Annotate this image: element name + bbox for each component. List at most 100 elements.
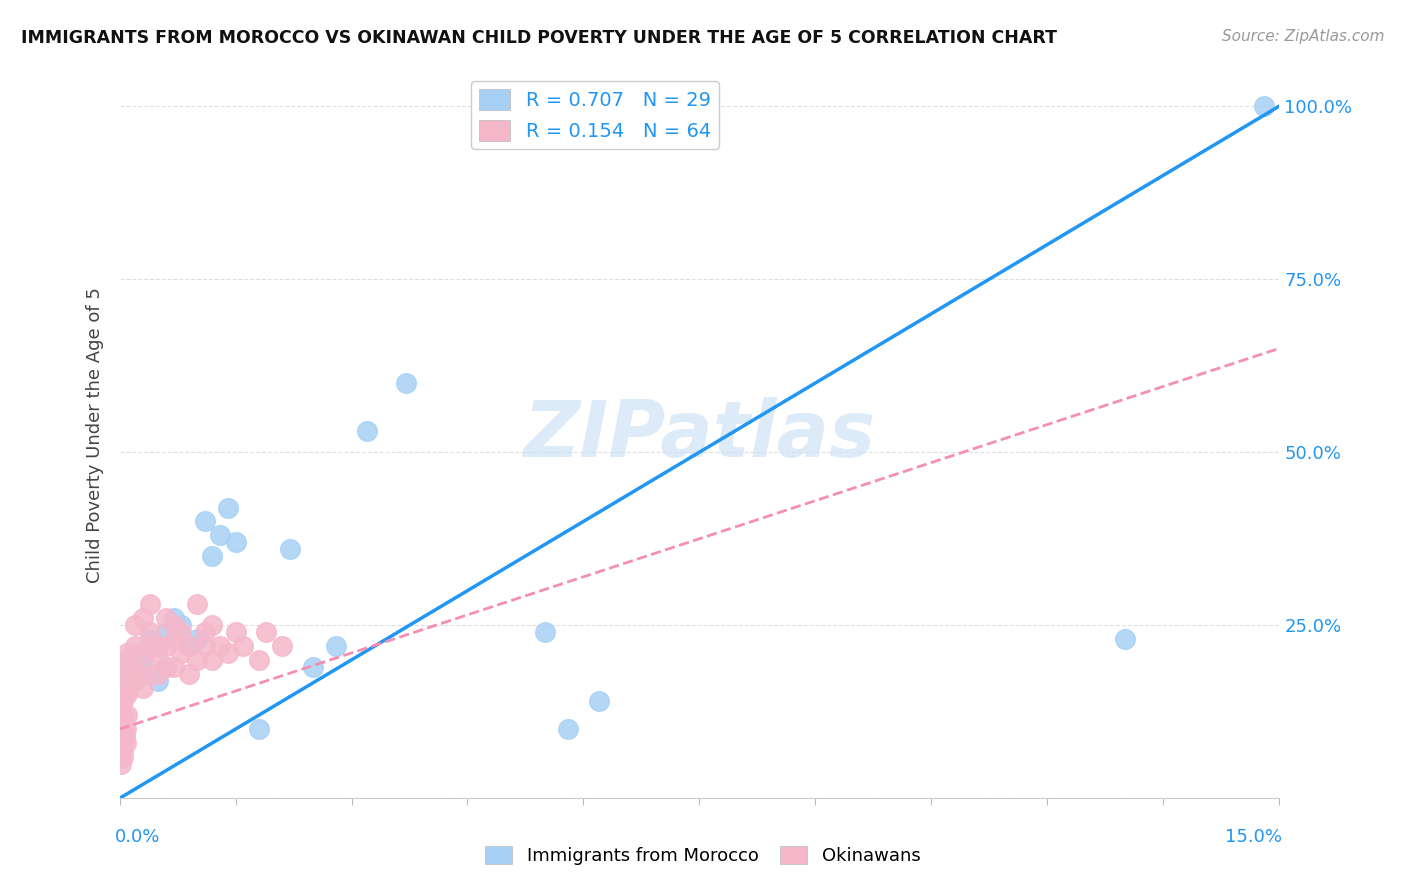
Point bbox=[110, 749, 132, 764]
Point bbox=[201, 653, 224, 667]
Point bbox=[148, 639, 170, 653]
Point bbox=[148, 673, 170, 688]
Point bbox=[139, 598, 162, 612]
Point bbox=[124, 660, 146, 674]
Point bbox=[110, 736, 132, 750]
Point bbox=[148, 666, 170, 681]
Point bbox=[155, 639, 177, 653]
Point bbox=[110, 722, 132, 736]
Point bbox=[132, 681, 155, 695]
Point bbox=[124, 673, 146, 688]
Point bbox=[110, 736, 132, 750]
Point bbox=[115, 736, 138, 750]
Point bbox=[148, 639, 170, 653]
Text: 0.0%: 0.0% bbox=[115, 828, 160, 846]
Point bbox=[117, 646, 138, 660]
Point bbox=[112, 708, 135, 723]
Point bbox=[247, 653, 270, 667]
Point bbox=[186, 653, 208, 667]
Text: IMMIGRANTS FROM MOROCCO VS OKINAWAN CHILD POVERTY UNDER THE AGE OF 5 CORRELATION: IMMIGRANTS FROM MOROCCO VS OKINAWAN CHIL… bbox=[21, 29, 1057, 46]
Text: ZIPatlas: ZIPatlas bbox=[523, 397, 876, 473]
Point bbox=[124, 646, 146, 660]
Point bbox=[110, 756, 132, 771]
Point bbox=[170, 618, 193, 632]
Point bbox=[111, 743, 134, 757]
Point bbox=[209, 528, 232, 542]
Point bbox=[557, 722, 579, 736]
Point bbox=[114, 722, 136, 736]
Point bbox=[201, 549, 224, 563]
Point bbox=[132, 666, 155, 681]
Point bbox=[117, 660, 138, 674]
Point bbox=[209, 639, 232, 653]
Point bbox=[247, 722, 270, 736]
Point bbox=[163, 660, 186, 674]
Point bbox=[139, 632, 162, 646]
Point bbox=[155, 611, 177, 625]
Point bbox=[302, 660, 325, 674]
Point bbox=[114, 688, 136, 702]
Point bbox=[179, 666, 201, 681]
Point bbox=[534, 625, 557, 640]
Point bbox=[114, 681, 136, 695]
Point bbox=[155, 660, 177, 674]
Point bbox=[217, 646, 239, 660]
Point bbox=[217, 500, 239, 515]
Point bbox=[111, 729, 134, 743]
Point bbox=[110, 708, 132, 723]
Point bbox=[201, 618, 224, 632]
Point bbox=[394, 376, 418, 390]
Point bbox=[155, 625, 177, 640]
Point bbox=[270, 639, 294, 653]
Point bbox=[112, 666, 135, 681]
Point bbox=[163, 632, 186, 646]
Legend: Immigrants from Morocco, Okinawans: Immigrants from Morocco, Okinawans bbox=[478, 839, 928, 872]
Point bbox=[1114, 632, 1136, 646]
Text: 15.0%: 15.0% bbox=[1225, 828, 1282, 846]
Point bbox=[186, 598, 208, 612]
Point bbox=[111, 722, 134, 736]
Point bbox=[186, 632, 208, 646]
Point bbox=[356, 425, 378, 439]
Point bbox=[225, 535, 247, 549]
Point bbox=[117, 708, 138, 723]
Legend: R = 0.707   N = 29, R = 0.154   N = 64: R = 0.707 N = 29, R = 0.154 N = 64 bbox=[471, 81, 718, 149]
Point bbox=[148, 653, 170, 667]
Point bbox=[278, 542, 301, 557]
Point bbox=[256, 625, 278, 640]
Point bbox=[194, 639, 217, 653]
Point bbox=[325, 639, 347, 653]
Point bbox=[588, 694, 610, 708]
Point bbox=[114, 729, 136, 743]
Text: Source: ZipAtlas.com: Source: ZipAtlas.com bbox=[1222, 29, 1385, 44]
Point bbox=[179, 639, 201, 653]
Point bbox=[132, 611, 155, 625]
Point bbox=[132, 666, 155, 681]
Point bbox=[124, 618, 146, 632]
Point bbox=[111, 736, 134, 750]
Point bbox=[170, 625, 193, 640]
Point bbox=[112, 694, 135, 708]
Y-axis label: Child Poverty Under the Age of 5: Child Poverty Under the Age of 5 bbox=[86, 287, 104, 582]
Point bbox=[225, 625, 247, 640]
Point bbox=[194, 515, 217, 529]
Point bbox=[111, 694, 134, 708]
Point bbox=[132, 653, 155, 667]
Point bbox=[112, 722, 135, 736]
Point bbox=[111, 749, 134, 764]
Point bbox=[179, 639, 201, 653]
Point bbox=[155, 660, 177, 674]
Point bbox=[163, 611, 186, 625]
Point bbox=[139, 639, 162, 653]
Point bbox=[163, 618, 186, 632]
Point bbox=[194, 625, 217, 640]
Point bbox=[132, 646, 155, 660]
Point bbox=[1253, 99, 1275, 113]
Point bbox=[124, 639, 146, 653]
Point bbox=[117, 653, 138, 667]
Point bbox=[112, 743, 135, 757]
Point bbox=[117, 666, 138, 681]
Point bbox=[117, 688, 138, 702]
Point bbox=[139, 625, 162, 640]
Point bbox=[232, 639, 254, 653]
